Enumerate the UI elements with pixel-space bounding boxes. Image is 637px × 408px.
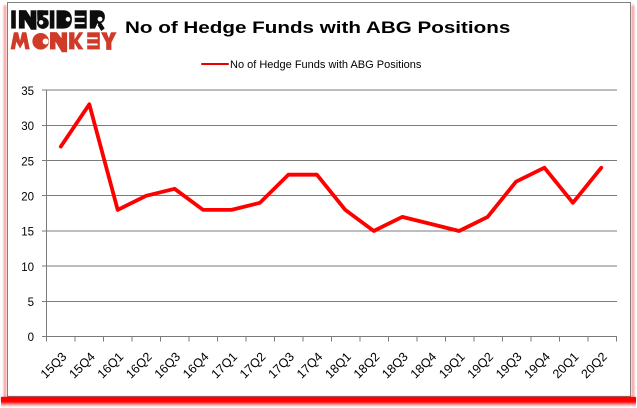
svg-text:15Q4: 15Q4 [66,350,98,382]
svg-text:16Q3: 16Q3 [152,350,184,382]
svg-text:20Q2: 20Q2 [578,350,610,382]
svg-text:17Q2: 17Q2 [237,350,269,382]
svg-text:16Q4: 16Q4 [180,350,212,382]
svg-text:18Q3: 18Q3 [379,350,411,382]
svg-text:18Q1: 18Q1 [322,350,354,382]
svg-text:30: 30 [21,121,34,133]
svg-text:16Q2: 16Q2 [123,350,155,382]
svg-text:20Q1: 20Q1 [550,350,582,382]
svg-text:10: 10 [21,262,34,274]
svg-text:25: 25 [21,156,34,168]
svg-text:17Q3: 17Q3 [265,350,297,382]
svg-text:19Q1: 19Q1 [436,350,468,382]
svg-text:18Q2: 18Q2 [351,350,383,382]
svg-text:19Q4: 19Q4 [522,350,554,382]
svg-text:19Q3: 19Q3 [493,350,525,382]
svg-text:15Q3: 15Q3 [38,350,70,382]
svg-text:20: 20 [21,192,34,204]
svg-text:18Q4: 18Q4 [408,350,440,382]
svg-text:15: 15 [21,227,34,239]
svg-text:0: 0 [28,332,34,344]
svg-text:5: 5 [28,297,34,309]
svg-text:16Q1: 16Q1 [95,350,127,382]
svg-text:17Q4: 17Q4 [294,350,326,382]
svg-text:35: 35 [21,86,34,98]
svg-text:17Q1: 17Q1 [209,350,241,382]
svg-text:19Q2: 19Q2 [465,350,497,382]
